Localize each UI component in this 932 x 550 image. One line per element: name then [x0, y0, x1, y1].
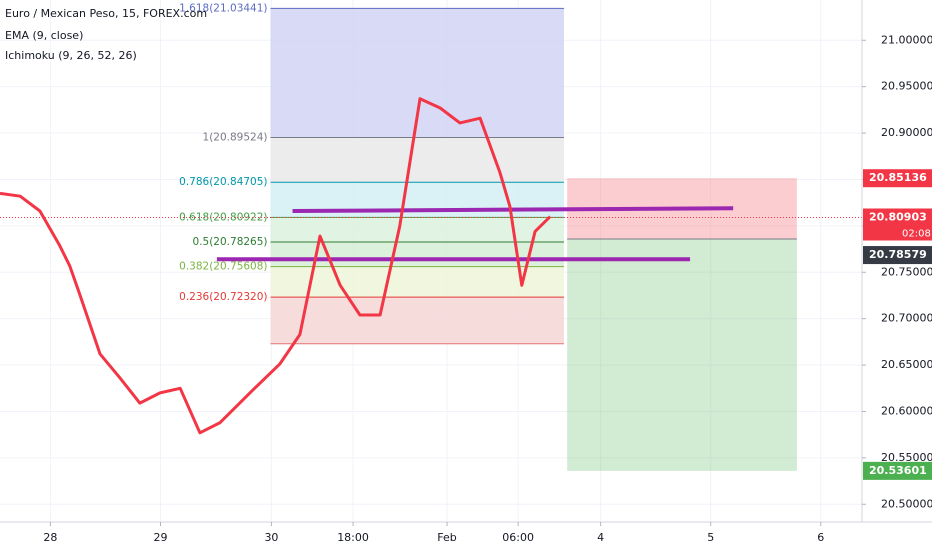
x-tick-label: 06:00 [502, 531, 534, 544]
fib-band [270, 137, 564, 183]
trendline [292, 206, 734, 214]
y-tick-label: 20.55000 [881, 451, 932, 464]
y-tick-label: 20.90000 [881, 126, 932, 139]
x-tick-label: 6 [817, 531, 824, 544]
fib-band [270, 297, 564, 344]
stop-price-label-bg [863, 169, 932, 188]
countdown-bg [863, 226, 932, 241]
y-tick-label: 20.95000 [881, 80, 932, 93]
fib-label: 1(20.89524) [203, 131, 268, 143]
y-tick-label: 20.75000 [881, 265, 932, 278]
stop-price-label: 20.85136 [869, 171, 927, 184]
x-tick-label: 18:00 [337, 531, 369, 544]
y-tick-label: 20.50000 [881, 497, 932, 510]
x-tick-label: Feb [437, 531, 456, 544]
countdown: 02:08 [902, 228, 931, 239]
x-tick-label: 30 [264, 531, 278, 544]
entry-price-label: 20.78579 [869, 248, 927, 261]
fib-label: 0.5(20.78265) [193, 236, 268, 248]
fib-label: 0.786(20.84705) [179, 176, 267, 188]
target-price-label: 20.53601 [869, 464, 927, 477]
indicator-label: Ichimoku (9, 26, 52, 26) [5, 49, 137, 62]
price-line [0, 97, 552, 435]
fib-band [270, 217, 564, 242]
chart-title: Euro / Mexican Peso, 15, FOREX.com [5, 7, 207, 20]
entry-price-label-bg [863, 246, 932, 265]
x-tick-label: 28 [43, 531, 57, 544]
fib-label: 0.618(20.80922) [179, 211, 267, 223]
target-zone [567, 239, 797, 471]
x-tick-label: 5 [707, 531, 714, 544]
fib-label: 0.236(20.72320) [179, 291, 267, 303]
fib-label: 1.618(21.03441) [179, 2, 267, 14]
last-price-label: 20.80903 [869, 210, 927, 223]
fib-band [270, 266, 564, 298]
target-price-label-bg [863, 461, 932, 480]
x-tick-label: 4 [597, 531, 604, 544]
x-tick-label: 29 [153, 531, 167, 544]
y-tick-label: 20.65000 [881, 358, 932, 371]
last-price-label-bg [863, 208, 932, 227]
fib-label: 0.382(20.75608) [179, 261, 267, 273]
y-tick-label: 21.00000 [881, 33, 932, 46]
indicator-label: EMA (9, close) [5, 29, 83, 42]
y-tick-label: 20.70000 [881, 312, 932, 325]
y-tick-label: 20.60000 [881, 404, 932, 417]
